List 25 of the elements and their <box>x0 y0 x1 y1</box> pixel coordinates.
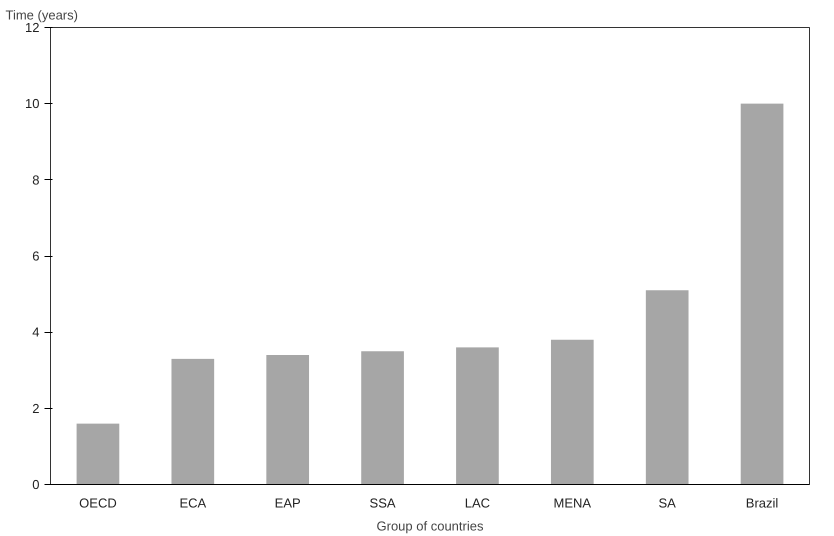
y-tick-label: 0 <box>32 477 40 492</box>
y-tick-label: 4 <box>32 324 40 340</box>
bar <box>76 424 120 484</box>
y-axis-title: Time (years) <box>6 8 78 22</box>
x-tick-label: SSA <box>370 496 396 510</box>
x-tick-label: Brazil <box>746 496 778 510</box>
x-axis-title: Group of countries <box>376 518 484 534</box>
bar <box>740 104 784 484</box>
bar <box>456 347 499 484</box>
x-tick-label: SA <box>658 496 676 510</box>
x-tick-label: ECA <box>179 496 207 510</box>
y-tick-label: 2 <box>32 400 40 416</box>
x-tick-label: OECD <box>79 496 117 510</box>
y-tick-label: 10 <box>25 96 40 112</box>
bar <box>550 340 594 484</box>
x-tick-label: MENA <box>554 496 592 510</box>
y-tick-label: 6 <box>32 248 40 264</box>
x-tick-label: LAC <box>464 496 490 510</box>
y-tick-label: 8 <box>32 172 40 188</box>
bar <box>361 351 404 484</box>
bar <box>171 358 214 484</box>
y-tick-label: 12 <box>25 20 40 35</box>
bar <box>266 355 310 484</box>
x-tick-label: EAP <box>274 496 301 510</box>
bar <box>646 290 689 484</box>
